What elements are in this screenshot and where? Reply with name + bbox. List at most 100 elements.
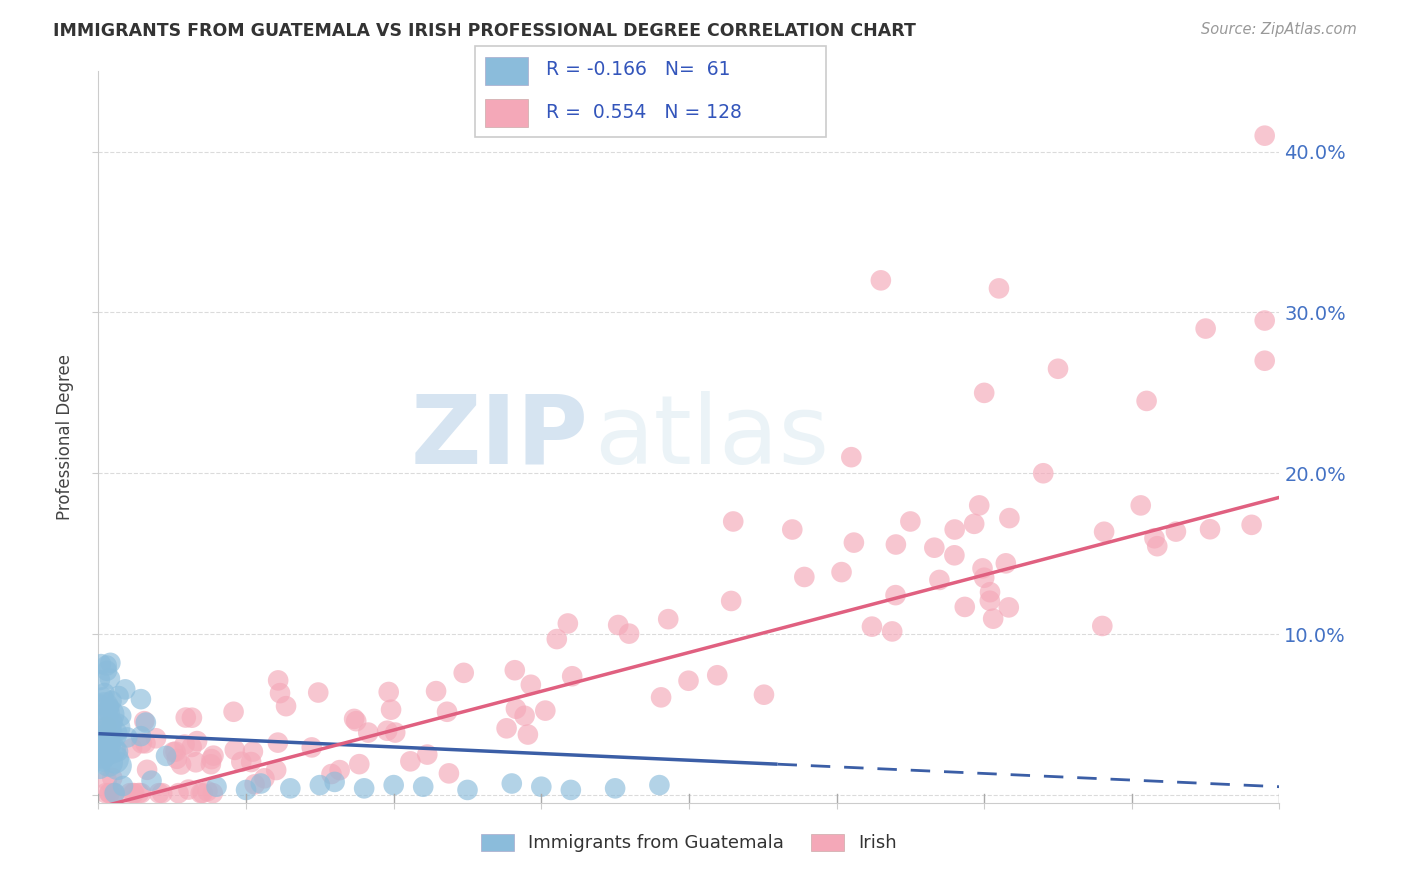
Point — [973, 571, 995, 585]
Point — [678, 673, 700, 688]
Point — [129, 729, 152, 743]
Point — [1195, 321, 1218, 335]
Point — [997, 600, 1019, 615]
Point — [173, 738, 195, 752]
Point — [1129, 499, 1152, 513]
Point — [98, 707, 121, 722]
Point — [96, 719, 118, 733]
Point — [274, 699, 297, 714]
Point — [98, 700, 121, 714]
Point — [831, 565, 853, 579]
Point — [1091, 619, 1114, 633]
Point — [561, 669, 583, 683]
Point — [269, 686, 291, 700]
Point — [967, 499, 990, 513]
FancyBboxPatch shape — [485, 99, 529, 127]
Point — [205, 780, 228, 794]
Point — [129, 786, 152, 800]
Point — [860, 619, 883, 633]
Point — [503, 663, 526, 677]
Point — [437, 766, 460, 780]
Point — [90, 715, 112, 730]
Point — [98, 672, 121, 686]
Point — [1146, 539, 1168, 553]
Point — [89, 739, 111, 754]
Point — [197, 784, 219, 798]
Point — [177, 782, 200, 797]
Point — [457, 783, 479, 797]
Point — [267, 736, 290, 750]
Legend: Immigrants from Guatemala, Irish: Immigrants from Guatemala, Irish — [474, 826, 904, 860]
Point — [377, 685, 399, 699]
Point — [222, 705, 245, 719]
Point — [98, 786, 121, 800]
Point — [436, 705, 458, 719]
Point — [882, 624, 904, 639]
FancyBboxPatch shape — [485, 57, 529, 85]
Point — [425, 684, 447, 698]
Point — [93, 736, 115, 750]
Point — [309, 778, 332, 792]
Point — [416, 747, 439, 762]
Point — [301, 740, 323, 755]
Text: IMMIGRANTS FROM GUATEMALA VS IRISH PROFESSIONAL DEGREE CORRELATION CHART: IMMIGRANTS FROM GUATEMALA VS IRISH PROFE… — [53, 22, 917, 40]
Point — [170, 757, 193, 772]
Point — [240, 755, 263, 769]
Point — [100, 739, 122, 753]
Point — [121, 741, 143, 756]
Point — [1254, 353, 1277, 368]
Point — [191, 786, 214, 800]
Point — [924, 541, 946, 555]
Point — [1136, 393, 1159, 408]
Point — [155, 748, 177, 763]
Point — [100, 724, 122, 739]
Point — [100, 694, 122, 708]
Point — [224, 743, 246, 757]
Point — [98, 706, 121, 720]
Point — [520, 678, 543, 692]
Point — [657, 612, 679, 626]
Point — [103, 786, 125, 800]
Point — [752, 688, 775, 702]
Point — [166, 752, 188, 766]
Point — [190, 786, 212, 800]
Point — [546, 632, 568, 646]
Point — [943, 549, 966, 563]
Point — [96, 723, 118, 738]
Point — [375, 723, 398, 738]
Point — [560, 783, 582, 797]
Point — [135, 715, 157, 730]
Point — [100, 743, 122, 757]
Point — [91, 747, 114, 762]
Point — [706, 668, 728, 682]
Point — [321, 767, 343, 781]
Point — [344, 714, 367, 728]
Point — [110, 709, 132, 723]
Point — [998, 511, 1021, 525]
Point — [117, 731, 139, 745]
Point — [162, 745, 184, 759]
Point — [202, 748, 225, 763]
Point — [943, 523, 966, 537]
Point — [723, 515, 745, 529]
Point — [1164, 524, 1187, 539]
Text: R =  0.554   N = 128: R = 0.554 N = 128 — [547, 103, 742, 121]
Point — [412, 780, 434, 794]
Point — [979, 593, 1001, 607]
Point — [96, 658, 118, 673]
Point — [353, 781, 375, 796]
Point — [988, 281, 1011, 295]
Point — [793, 570, 815, 584]
Text: Source: ZipAtlas.com: Source: ZipAtlas.com — [1201, 22, 1357, 37]
Point — [94, 786, 117, 800]
Point — [534, 704, 557, 718]
Point — [979, 585, 1001, 599]
Point — [253, 772, 276, 786]
Point — [267, 673, 290, 688]
Point — [841, 450, 863, 465]
Point — [98, 786, 121, 800]
Point — [145, 731, 167, 746]
Point — [399, 755, 422, 769]
Point — [101, 725, 124, 739]
Point — [513, 708, 536, 723]
